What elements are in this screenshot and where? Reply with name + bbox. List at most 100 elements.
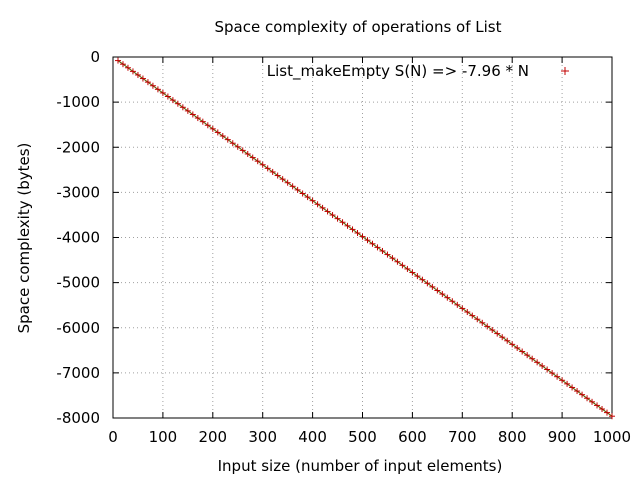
data-point (554, 373, 561, 380)
x-axis: 0 100 200 300 400 500 600 700 800 900 1000 (108, 57, 631, 446)
x-tick-label: 200 (198, 428, 227, 446)
data-point (289, 183, 296, 190)
data-point (419, 276, 426, 283)
x-tick-label: 600 (398, 428, 427, 446)
data-point (459, 305, 466, 312)
data-point (134, 71, 141, 78)
data-point (354, 230, 361, 237)
y-tick-label: -3000 (56, 183, 100, 201)
data-point (299, 190, 306, 197)
data-point (369, 240, 376, 247)
data-point (184, 107, 191, 114)
data-point (594, 402, 601, 409)
data-point (469, 312, 476, 319)
data-point (479, 319, 486, 326)
data-point (474, 316, 481, 323)
data-point (274, 172, 281, 179)
data-point (214, 129, 221, 136)
data-point (154, 86, 161, 93)
data-point (559, 377, 566, 384)
data-point (394, 258, 401, 265)
data-point (179, 104, 186, 111)
data-point (209, 125, 216, 132)
y-axis: 0 -1000 -2000 -3000 -4000 -5000 -6000 -7000 -800… (56, 48, 612, 427)
data-point (149, 82, 156, 89)
data-point (124, 64, 131, 71)
data-point (329, 212, 336, 219)
y-tick-label: -7000 (56, 364, 100, 382)
x-tick-label: 500 (348, 428, 377, 446)
data-point (569, 384, 576, 391)
data-point (584, 395, 591, 402)
x-tick-label: 1000 (593, 428, 631, 446)
data-point (529, 355, 536, 362)
data-point (579, 391, 586, 398)
data-point (514, 344, 521, 351)
x-tick-label: 0 (108, 428, 118, 446)
data-point (509, 341, 516, 348)
x-tick-label: 100 (149, 428, 178, 446)
data-point (409, 269, 416, 276)
y-tick-label: -6000 (56, 319, 100, 337)
data-point (254, 158, 261, 165)
data-point (284, 179, 291, 186)
data-point (339, 219, 346, 226)
data-point (454, 301, 461, 308)
data-point (309, 197, 316, 204)
data-point (524, 352, 531, 359)
data-point (574, 388, 581, 395)
data-point (259, 161, 266, 168)
y-tick-label: -5000 (56, 274, 100, 292)
data-point (119, 61, 126, 68)
data-point (244, 150, 251, 157)
y-tick-label: -4000 (56, 229, 100, 247)
data-point (544, 366, 551, 373)
data-point (494, 330, 501, 337)
data-point (129, 68, 136, 75)
data-point (304, 194, 311, 201)
y-tick-label: 0 (90, 48, 100, 66)
data-point (499, 334, 506, 341)
x-axis-title: Input size (number of input elements) (218, 457, 503, 475)
x-tick-label: 900 (548, 428, 577, 446)
data-point (344, 222, 351, 229)
data-point (279, 176, 286, 183)
data-point (434, 287, 441, 294)
data-point (229, 140, 236, 147)
legend-label: List_makeEmpty S(N) => -7.96 * N (267, 62, 529, 81)
data-point (519, 348, 526, 355)
data-point (199, 118, 206, 125)
data-point (539, 362, 546, 369)
chart-title: Space complexity of operations of List (214, 18, 501, 36)
fit-line (117, 60, 613, 417)
data-point (424, 280, 431, 287)
legend-marker (561, 67, 569, 75)
data-point (174, 100, 181, 107)
data-point (164, 93, 171, 100)
data-point (249, 154, 256, 161)
data-point (364, 237, 371, 244)
data-point (269, 168, 276, 175)
data-point (489, 326, 496, 333)
data-point (374, 244, 381, 251)
data-point (324, 208, 331, 215)
data-point (349, 226, 356, 233)
x-tick-label: 700 (448, 428, 477, 446)
data-point (449, 298, 456, 305)
data-point (604, 409, 611, 416)
data-point (159, 89, 166, 96)
data-point (204, 122, 211, 129)
data-point (399, 262, 406, 269)
data-point (564, 380, 571, 387)
data-point (319, 204, 326, 211)
data-point (169, 97, 176, 104)
data-point (384, 251, 391, 258)
data-point (444, 294, 451, 301)
data-point (464, 309, 471, 316)
data-point (429, 283, 436, 290)
data-point (414, 273, 421, 280)
legend: List_makeEmpty S(N) => -7.96 * N (267, 62, 569, 81)
y-tick-label: -1000 (56, 93, 100, 111)
data-point (359, 233, 366, 240)
